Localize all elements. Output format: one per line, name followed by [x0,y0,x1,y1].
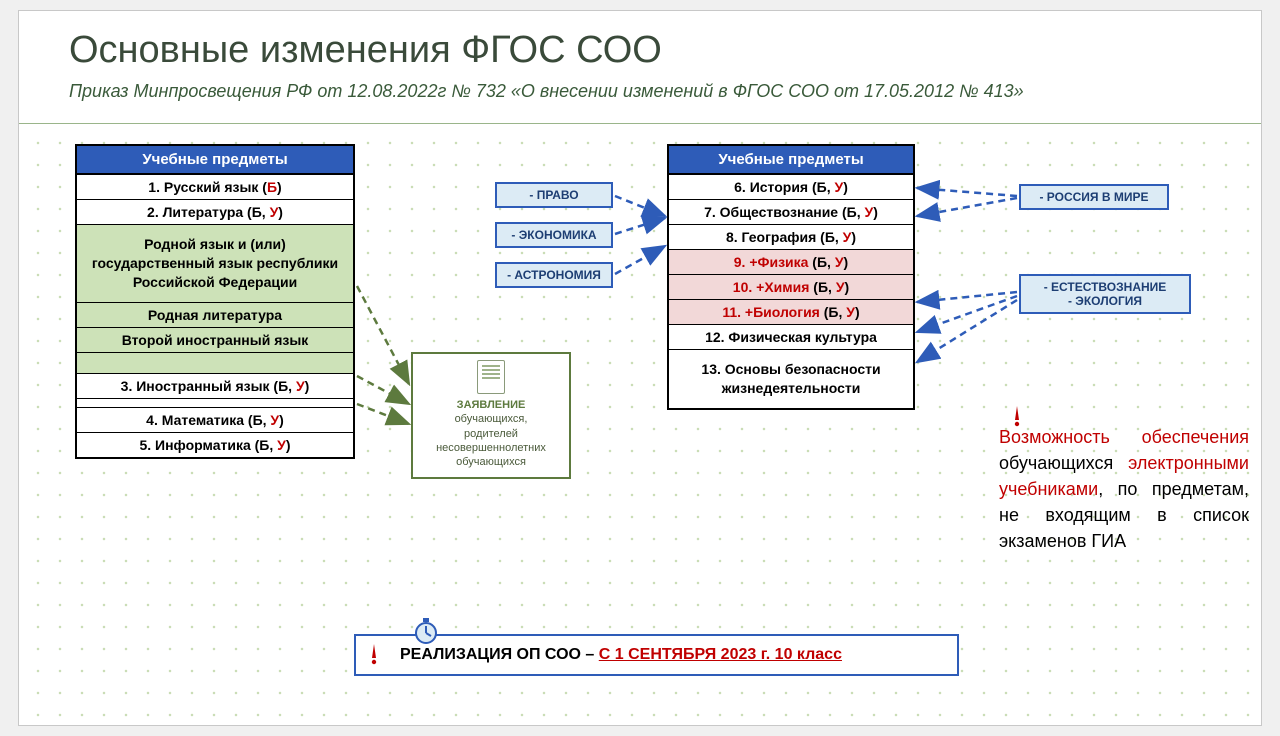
table-header: Учебные предметы [77,146,353,175]
realization-prefix: РЕАЛИЗАЦИЯ ОП СОО – [400,646,599,663]
merged-subject-box: - АСТРОНОМИЯ [495,262,613,288]
table-row: 10. +Химия (Б, У) [669,275,913,300]
slide: Основные изменения ФГОС СОО Приказ Минпр… [18,10,1262,726]
table-row: 6. История (Б, У) [669,175,913,200]
right-subjects-table: Учебные предметы 6. История (Б, У)7. Общ… [667,144,915,410]
table-row: 9. +Физика (Б, У) [669,250,913,275]
table-row: 5. Информатика (Б, У) [77,433,353,457]
application-box: ЗАЯВЛЕНИЕ обучающихся,родителейнесоверше… [411,352,571,479]
left-subjects-table: Учебные предметы 1. Русский язык (Б)2. Л… [75,144,355,459]
realization-date: С 1 СЕНТЯБРЯ 2023 г. 10 класс [599,646,842,663]
table-row [77,399,353,408]
content-area: Учебные предметы 1. Русский язык (Б)2. Л… [19,123,1261,725]
table-row [77,353,353,374]
table-row: 7. Обществознание (Б, У) [669,200,913,225]
merged-subject-box: - ЭКОНОМИКА [495,222,613,248]
table-row: 4. Математика (Б, У) [77,408,353,433]
stopwatch-icon [411,616,441,646]
realization-box: РЕАЛИЗАЦИЯ ОП СОО – С 1 СЕНТЯБРЯ 2023 г.… [354,634,959,676]
table-row: 13. Основы безопасности жизнедеятельност… [669,350,913,408]
application-title: ЗАЯВЛЕНИЕ [419,398,563,412]
table-row: Второй иностранный язык [77,328,353,353]
page-title: Основные изменения ФГОС СОО [69,29,662,72]
table-row: 1. Русский язык (Б) [77,175,353,200]
table-header: Учебные предметы [669,146,913,175]
exclamation-icon [362,642,386,666]
table-row: 12. Физическая культура [669,325,913,350]
merged-subject-box: - ПРАВО [495,182,613,208]
table-row: 2. Литература (Б, У) [77,200,353,225]
application-text: обучающихся,родителейнесовершеннолетнихо… [419,412,563,469]
merged-subject-box: - РОССИЯ В МИРЕ [1019,184,1169,210]
page-subtitle: Приказ Минпросвещения РФ от 12.08.2022г … [69,81,1024,102]
document-icon [477,360,505,394]
note-text: Возможность обеспечения обучающихся элек… [999,424,1249,554]
table-row: 8. География (Б, У) [669,225,913,250]
table-row: Родной язык и (или) государственный язык… [77,225,353,303]
table-row: 11. +Биология (Б, У) [669,300,913,325]
table-row: Родная литература [77,303,353,328]
table-row: 3. Иностранный язык (Б, У) [77,374,353,399]
merged-subject-box: - ЕСТЕСТВОЗНАНИЕ- ЭКОЛОГИЯ [1019,274,1191,314]
